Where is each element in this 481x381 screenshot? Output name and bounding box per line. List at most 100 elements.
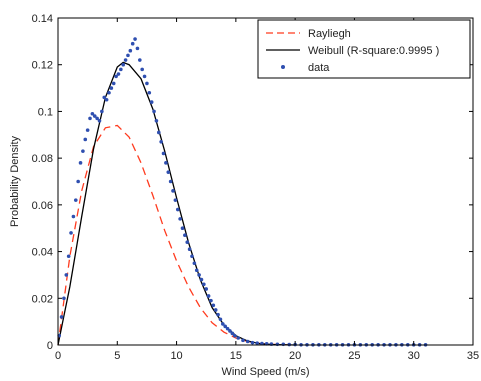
data-point xyxy=(164,161,168,165)
legend-swatch-data xyxy=(281,65,285,69)
data-point xyxy=(69,231,73,235)
data-point xyxy=(116,72,121,76)
data-point xyxy=(83,137,88,142)
y-tick-label: 0.06 xyxy=(32,200,53,212)
data-point xyxy=(71,214,76,219)
data-point xyxy=(173,198,178,202)
data-point xyxy=(128,48,133,53)
y-tick-label: 0 xyxy=(47,340,53,352)
data-point xyxy=(194,268,199,273)
data-point xyxy=(76,179,80,184)
data-point xyxy=(156,130,161,135)
data-point xyxy=(85,128,90,132)
x-tick-label: 20 xyxy=(289,350,301,362)
data-point xyxy=(250,340,255,345)
data-point xyxy=(213,308,218,312)
data-point xyxy=(241,338,245,343)
data-point xyxy=(100,109,104,114)
data-point xyxy=(202,282,206,287)
data-point xyxy=(107,90,111,95)
y-axis-label: Probability Density xyxy=(9,135,21,227)
data-point xyxy=(206,294,211,298)
data-point xyxy=(138,58,142,62)
data-point xyxy=(225,326,230,331)
data-point xyxy=(147,90,152,95)
x-tick-label: 25 xyxy=(348,350,360,362)
data-point xyxy=(161,151,166,156)
data-point xyxy=(159,139,163,144)
data-point xyxy=(88,116,92,121)
data-point xyxy=(255,341,259,345)
data-point xyxy=(62,296,66,301)
data-point xyxy=(64,273,69,277)
data-point xyxy=(104,97,109,102)
data-point xyxy=(142,74,147,79)
data-point xyxy=(199,277,204,282)
y-tick-label: 0.1 xyxy=(38,106,53,118)
data-point xyxy=(97,118,102,123)
y-tick-label: 0.14 xyxy=(32,13,53,25)
data-point xyxy=(95,116,99,121)
data-point xyxy=(192,261,197,266)
data-point xyxy=(92,114,97,118)
data-point xyxy=(260,341,264,346)
y-tick-label: 0.02 xyxy=(32,293,53,305)
data-point xyxy=(204,287,209,291)
data-point xyxy=(183,233,187,238)
data-point xyxy=(90,111,95,116)
data-point xyxy=(175,207,180,212)
data-point xyxy=(245,339,250,344)
ticks-layer: 0 5 10 15 20 25 30 35 0 0.02 0.04 0.06 0.08 0.1 0.12 0.… xyxy=(32,13,480,362)
data-point xyxy=(166,170,171,174)
data-point xyxy=(185,240,190,245)
data-point xyxy=(152,109,156,114)
data-point xyxy=(187,247,192,252)
data-point xyxy=(130,41,135,46)
data-point xyxy=(149,100,154,104)
data-point xyxy=(228,329,232,333)
data-point xyxy=(209,298,213,303)
data-point xyxy=(218,317,223,322)
legend-box xyxy=(257,19,471,79)
data-point xyxy=(81,149,85,153)
y-tick-label: 0.12 xyxy=(32,60,53,72)
data-point xyxy=(78,161,83,165)
data-point xyxy=(102,95,107,100)
x-tick-label: 35 xyxy=(467,350,479,362)
x-tick-label: 5 xyxy=(114,350,120,362)
x-axis-label: Wind Speed (m/s) xyxy=(221,366,309,378)
data-point xyxy=(171,189,175,193)
data-point xyxy=(133,37,137,41)
data-point xyxy=(216,312,220,317)
data-point xyxy=(223,324,227,329)
x-tick-label: 30 xyxy=(408,350,420,362)
y-tick-label: 0.08 xyxy=(32,153,53,165)
data-point xyxy=(180,226,185,231)
data-point xyxy=(126,53,130,58)
data-point xyxy=(211,303,216,308)
data-point xyxy=(275,342,280,347)
series-line-rayleigh xyxy=(57,124,296,346)
data-point xyxy=(232,333,237,338)
data-point xyxy=(221,322,225,326)
x-tick-label: 0 xyxy=(55,350,61,362)
data-point xyxy=(168,179,173,184)
legend: Rayliegh Weibull (R-square:0.9995 ) data xyxy=(257,19,471,79)
data-point xyxy=(236,336,241,340)
data-point xyxy=(123,58,128,62)
x-tick-label: 15 xyxy=(230,350,242,362)
data-point xyxy=(145,81,149,86)
data-point xyxy=(197,273,201,277)
data-point xyxy=(190,254,194,259)
data-point xyxy=(66,254,71,259)
data-point xyxy=(59,315,64,319)
data-point xyxy=(154,118,159,123)
data-point xyxy=(111,81,116,86)
data-point xyxy=(121,62,126,67)
data-point xyxy=(178,217,182,221)
legend-label-rayleigh: Rayliegh xyxy=(308,28,351,40)
data-point xyxy=(140,67,144,72)
plot-frame xyxy=(57,17,474,346)
legend-label-data: data xyxy=(308,62,330,74)
